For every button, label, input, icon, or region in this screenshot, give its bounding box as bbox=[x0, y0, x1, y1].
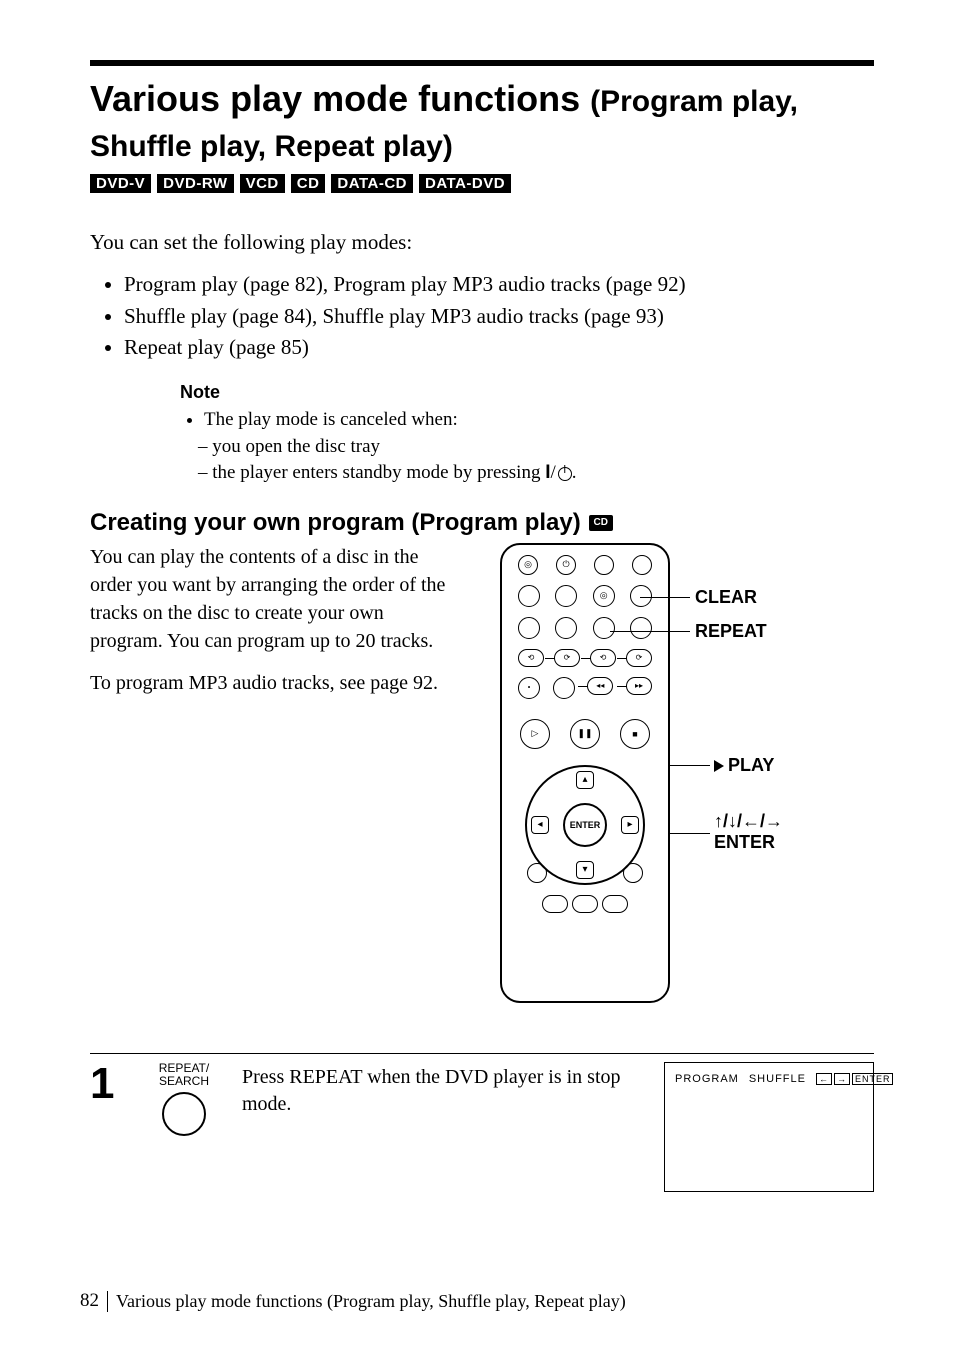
remote-button: ⏻ bbox=[556, 555, 576, 575]
remote-button bbox=[542, 895, 568, 913]
badge-data-dvd: DATA-DVD bbox=[419, 174, 511, 193]
arrow-left-icon: ← bbox=[816, 1073, 832, 1085]
remote-pause-button: ❚❚ bbox=[570, 719, 600, 749]
badge-vcd: VCD bbox=[240, 174, 285, 193]
callout-arrows: ↑/↓/←/→ ENTER bbox=[714, 811, 783, 853]
remote-clear-button: ◎ bbox=[593, 585, 615, 607]
note-block: Note The play mode is canceled when: – y… bbox=[90, 382, 874, 487]
remote-button: ⟲ bbox=[518, 649, 544, 667]
power-icon bbox=[558, 467, 572, 481]
cd-icon: CD bbox=[589, 515, 613, 531]
section-heading-text: Creating your own program (Program play) bbox=[90, 509, 581, 537]
section-body: You can play the contents of a disc in t… bbox=[90, 543, 450, 711]
section-para: You can play the contents of a disc in t… bbox=[90, 543, 450, 655]
remote-button bbox=[572, 895, 598, 913]
remote-button: ⟳ bbox=[554, 649, 580, 667]
remote-button bbox=[593, 617, 615, 639]
note-sub-suffix: . bbox=[572, 462, 577, 483]
remote-button bbox=[602, 895, 628, 913]
remote-stop-button: ■ bbox=[620, 719, 650, 749]
badge-data-cd: DATA-CD bbox=[331, 174, 413, 193]
step-1: 1 REPEAT/ SEARCH Press REPEAT when the D… bbox=[90, 1053, 874, 1192]
callout-line bbox=[670, 765, 710, 766]
mode-list: Program play (page 82), Program play MP3… bbox=[90, 269, 874, 364]
section-heading: Creating your own program (Program play)… bbox=[90, 509, 874, 537]
callout-line bbox=[640, 597, 690, 598]
display-item: SHUFFLE bbox=[749, 1073, 806, 1085]
display-item: PROGRAM bbox=[675, 1073, 739, 1085]
note-bullet: The play mode is canceled when: bbox=[204, 407, 874, 434]
badge-dvd-rw: DVD-RW bbox=[157, 174, 233, 193]
top-rule bbox=[90, 60, 874, 66]
remote-outline: ◎ ⏻ ◎ ⟲ bbox=[500, 543, 670, 1003]
remote-button: ⟳ bbox=[626, 649, 652, 667]
display-enter-chip: ←→ ENTER bbox=[816, 1073, 894, 1085]
footer-text: Various play mode functions (Program pla… bbox=[107, 1291, 626, 1312]
arrow-right-icon: → bbox=[834, 1073, 850, 1085]
remote-button bbox=[632, 555, 652, 575]
step-number: 1 bbox=[90, 1062, 126, 1106]
mode-item: Program play (page 82), Program play MP3… bbox=[124, 269, 874, 301]
mode-item: Repeat play (page 85) bbox=[124, 332, 874, 364]
badge-cd: CD bbox=[291, 174, 326, 193]
callout-play: PLAY bbox=[714, 755, 774, 776]
remote-button bbox=[623, 863, 643, 883]
display-enter-label: ENTER bbox=[852, 1073, 894, 1085]
callout-clear: CLEAR bbox=[695, 587, 757, 608]
remote-button: • bbox=[518, 677, 540, 699]
note-sub: – you open the disc tray bbox=[180, 434, 874, 461]
remote-button bbox=[630, 585, 652, 607]
dpad-up: ▴ bbox=[576, 771, 594, 789]
note-sub: – the player enters standby mode by pres… bbox=[180, 460, 874, 487]
step-text: Press REPEAT when the DVD player is in s… bbox=[242, 1062, 636, 1118]
step-icon: REPEAT/ SEARCH bbox=[144, 1062, 224, 1136]
format-badges: DVD-V DVD-RW VCD CD DATA-CD DATA-DVD bbox=[90, 174, 874, 193]
remote-button: ◎ bbox=[518, 555, 538, 575]
dpad-down: ▾ bbox=[576, 861, 594, 879]
note-heading: Note bbox=[180, 382, 874, 403]
repeat-search-button-icon bbox=[162, 1092, 206, 1136]
remote-button: ◂◂ bbox=[587, 677, 613, 695]
remote-button bbox=[555, 585, 577, 607]
dpad-right: ▸ bbox=[621, 816, 639, 834]
remote-repeat-button bbox=[555, 617, 577, 639]
section-para: To program MP3 audio tracks, see page 92… bbox=[90, 669, 450, 697]
mode-item: Shuffle play (page 84), Shuffle play MP3… bbox=[124, 301, 874, 333]
remote-button bbox=[594, 555, 614, 575]
remote-dpad: ▴ ▾ ◂ ▸ ENTER bbox=[525, 765, 645, 885]
remote-diagram: ◎ ⏻ ◎ ⟲ bbox=[470, 543, 874, 1023]
remote-bottom-row bbox=[542, 895, 628, 913]
page-number: 82 bbox=[80, 1290, 99, 1312]
remote-button bbox=[553, 677, 575, 699]
remote-button bbox=[518, 617, 540, 639]
callout-arrows-text: ↑/↓/←/→ bbox=[714, 811, 783, 831]
page-footer: 82 Various play mode functions (Program … bbox=[80, 1290, 874, 1312]
callout-play-text: PLAY bbox=[728, 755, 774, 775]
callout-enter-text: ENTER bbox=[714, 832, 775, 852]
callout-line bbox=[670, 833, 710, 834]
remote-button bbox=[630, 617, 652, 639]
dpad-enter: ENTER bbox=[563, 803, 607, 847]
remote-button: ▸▸ bbox=[626, 677, 652, 695]
callout-repeat: REPEAT bbox=[695, 621, 767, 642]
title-main: Various play mode functions bbox=[90, 78, 580, 119]
note-sub-text: – the player enters standby mode by pres… bbox=[198, 462, 545, 483]
step-display-panel: PROGRAM SHUFFLE ←→ ENTER bbox=[664, 1062, 874, 1192]
dpad-left: ◂ bbox=[531, 816, 549, 834]
callout-line bbox=[610, 631, 690, 632]
badge-dvd-v: DVD-V bbox=[90, 174, 151, 193]
remote-play-button: ▷ bbox=[520, 719, 550, 749]
page-title: Various play mode functions (Program pla… bbox=[90, 76, 874, 166]
remote-button bbox=[518, 585, 540, 607]
remote-button: ⟲ bbox=[590, 649, 616, 667]
intro-text: You can set the following play modes: bbox=[90, 227, 874, 257]
remote-button bbox=[527, 863, 547, 883]
play-triangle-icon bbox=[714, 760, 724, 772]
step-icon-label: REPEAT/ SEARCH bbox=[144, 1062, 224, 1088]
